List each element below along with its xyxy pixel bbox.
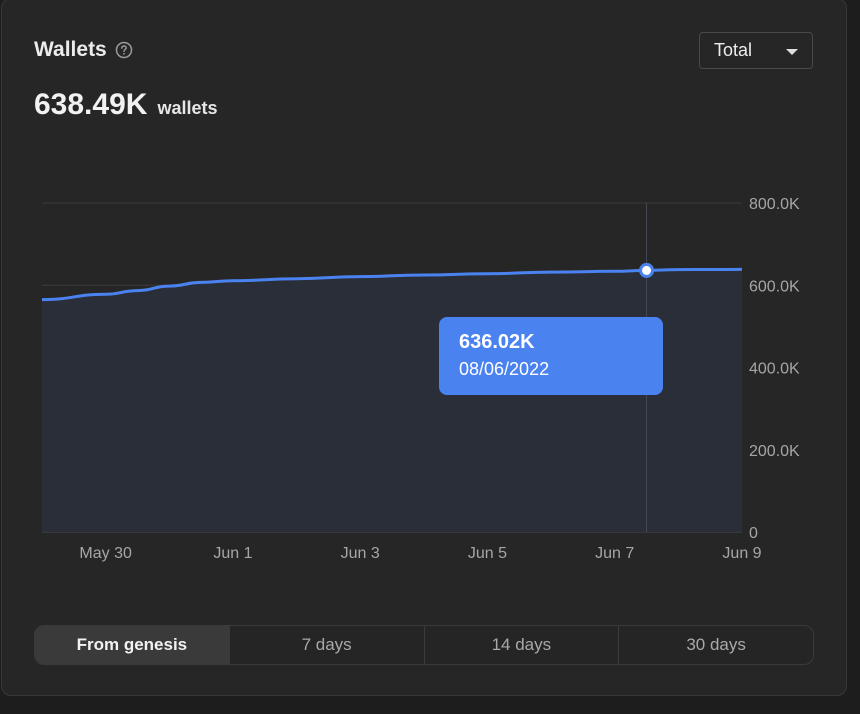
caret-down-icon [786,49,798,55]
y-tick-label: 200.0K [749,443,800,460]
series-select[interactable]: Total [699,32,813,69]
tooltip-date: 08/06/2022 [459,359,550,379]
y-axis-ticks: 0 200.0K 400.0K 600.0K 800.0K [749,196,800,542]
chart-tooltip: 636.02K 08/06/2022 [439,317,663,395]
wallet-count-unit: wallets [157,98,218,118]
x-tick-label: May 30 [79,545,132,562]
x-tick-label: Jun 1 [213,545,252,562]
y-tick-label: 0 [749,525,758,542]
series-select-value: Total [714,40,753,60]
y-tick-label: 400.0K [749,361,800,378]
title-row: Wallets [34,38,133,62]
wallet-count-value: 638.49K [34,88,148,121]
series-area [42,269,742,532]
help-icon[interactable] [115,41,133,59]
tooltip-value: 636.02K [459,331,535,353]
range-14-days-button[interactable]: 14 days [423,626,619,664]
range-7-days-button[interactable]: 7 days [228,626,424,664]
hover-point[interactable] [639,262,655,278]
series-line [41,267,743,302]
x-tick-label: Jun 9 [722,545,761,562]
x-tick-label: Jun 3 [341,545,380,562]
y-tick-label: 600.0K [749,278,800,295]
x-axis-ticks: May 30 Jun 1 Jun 3 Jun 5 Jun 7 Jun 9 [79,545,761,562]
card-title: Wallets [34,38,107,61]
x-tick-label: Jun 7 [595,545,634,562]
range-from-genesis-button[interactable]: From genesis [35,626,229,664]
x-tick-label: Jun 5 [468,545,507,562]
metric-row: 638.49K wallets [34,88,217,122]
y-tick-label: 800.0K [749,196,800,213]
range-30-days-button[interactable]: 30 days [618,626,813,664]
time-range-selector: From genesis 7 days 14 days 30 days [34,625,814,665]
